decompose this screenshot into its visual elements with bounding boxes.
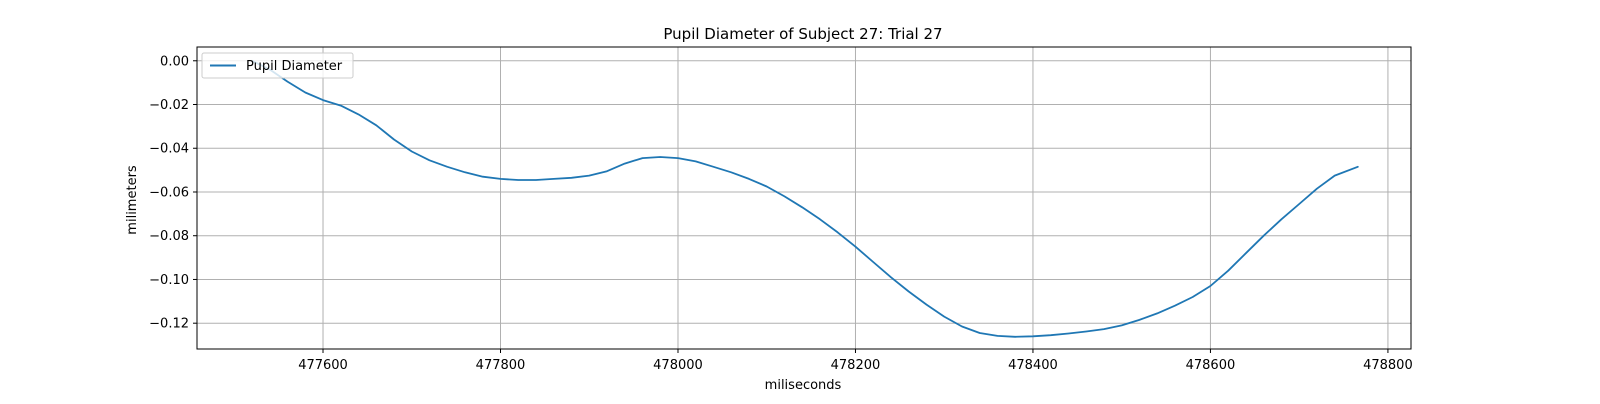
plot-area-frame: [196, 46, 1412, 350]
series-layer: [251, 59, 1359, 338]
y-tick-label: −0.10: [149, 273, 189, 288]
y-tick-label: −0.06: [149, 185, 189, 200]
y-axis-label: milimeters: [125, 165, 140, 235]
x-tick-label: 478200: [831, 358, 881, 373]
y-axis: 0.00 −0.02 −0.04 −0.06 −0.08 −0.10 −0.12: [149, 54, 197, 332]
y-tick-label: −0.08: [149, 229, 189, 244]
y-tick-label: −0.12: [149, 317, 189, 332]
grid: [197, 47, 1411, 349]
y-tick-label: −0.04: [149, 142, 189, 157]
x-tick-label: 477600: [298, 358, 348, 373]
legend-box: [201, 52, 354, 79]
x-tick-label: 478800: [1363, 358, 1413, 373]
x-tick-label: 478000: [653, 358, 703, 373]
chart-title: Pupil Diameter of Subject 27: Trial 27: [663, 25, 942, 43]
x-tick-label: 478600: [1186, 358, 1236, 373]
x-axis-label: miliseconds: [765, 378, 842, 393]
x-tick-label: 478400: [1008, 358, 1058, 373]
legend-label: Pupil Diameter: [246, 59, 343, 74]
y-tick-label: −0.02: [149, 98, 189, 113]
x-axis: 477600 477800 478000 478200 478400 478600 4788…: [298, 349, 1413, 373]
legend: Pupil Diameter: [201, 52, 354, 79]
x-tick-label: 477800: [476, 358, 526, 373]
y-tick-label: 0.00: [160, 54, 189, 69]
series-line-pupil-diameter: [251, 59, 1359, 338]
